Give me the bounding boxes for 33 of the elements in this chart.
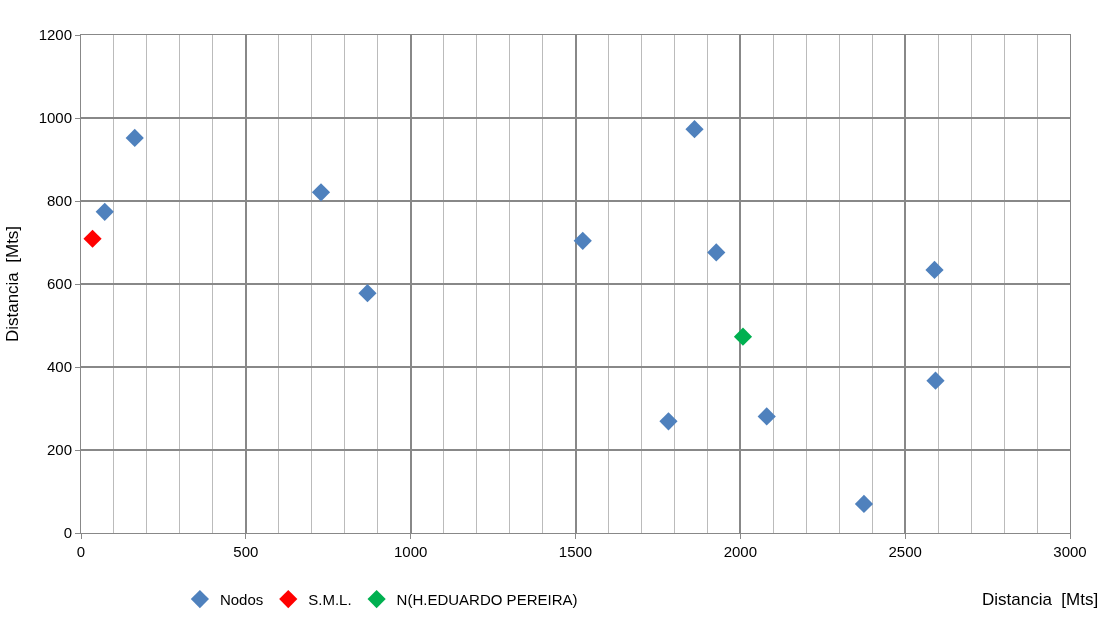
point xyxy=(358,284,377,303)
x-tick-label: 1500 xyxy=(558,543,593,560)
y-tick-label: 1000 xyxy=(38,109,72,127)
point xyxy=(311,183,331,202)
point xyxy=(926,371,945,390)
x-axis-title: Distancia [Mts] xyxy=(982,590,1099,609)
x-tick-label: 2000 xyxy=(723,543,758,560)
point xyxy=(125,128,144,148)
point xyxy=(707,243,726,262)
legend-label: S.M.L. xyxy=(308,590,352,608)
legend-label: Nodos xyxy=(219,590,264,608)
point xyxy=(733,327,753,346)
point xyxy=(83,229,102,248)
y-tick-label: 600 xyxy=(46,275,72,293)
point xyxy=(573,231,592,250)
y-tick-label: 800 xyxy=(46,192,72,210)
x-tick-label: 3000 xyxy=(1053,543,1087,560)
legend-label: N(H.EDUARDO PEREIRA) xyxy=(396,590,578,608)
x-tick-label: 0 xyxy=(76,543,86,560)
x-tick-label: 2500 xyxy=(888,543,922,560)
y-tick-label: 200 xyxy=(46,441,72,459)
y-tick-label: 400 xyxy=(46,358,72,376)
point xyxy=(659,412,678,431)
point xyxy=(854,494,874,514)
y-tick-label: 0 xyxy=(63,524,72,542)
x-tick-label: 500 xyxy=(233,543,259,560)
y-tick-label: 1200 xyxy=(38,26,72,44)
point xyxy=(757,407,776,426)
point xyxy=(685,120,704,139)
x-tick-label: 1000 xyxy=(393,543,428,560)
y-axis-title: Distancia [Mts] xyxy=(3,225,23,343)
point xyxy=(925,260,944,279)
point xyxy=(95,202,114,221)
